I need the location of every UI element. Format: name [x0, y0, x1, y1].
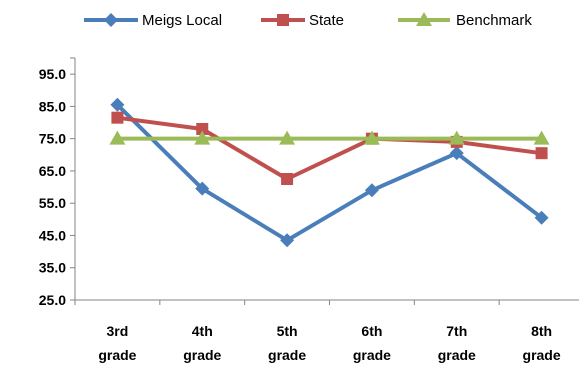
legend-label: Meigs Local: [142, 12, 222, 29]
data-point-diamond: [534, 210, 549, 225]
x-tick-label-line: 6th: [361, 323, 382, 339]
x-tick-label-line: grade: [523, 347, 561, 363]
data-point-triangle: [448, 130, 465, 145]
legend-item-meigs-local: Meigs Local: [84, 12, 222, 29]
data-point-triangle: [533, 130, 550, 145]
x-axis-ticks: 3rd grade 4th grade 5th grade 6th grade 7th grade…: [74, 300, 561, 363]
y-tick-label: 95.0: [39, 66, 66, 82]
data-point-diamond: [280, 233, 295, 248]
y-tick-label: 55.0: [39, 195, 66, 211]
data-point-square: [196, 122, 209, 135]
data-point-triangle: [194, 130, 211, 145]
x-tick-label-line: grade: [268, 347, 306, 363]
series-benchmark: [109, 130, 550, 145]
data-point-diamond: [364, 183, 379, 198]
x-tick-label-line: grade: [353, 347, 391, 363]
data-point-square: [111, 111, 124, 124]
x-tick-label-line: 7th: [446, 323, 467, 339]
legend-label: State: [309, 12, 344, 29]
legend-marker-diamond: [104, 13, 118, 27]
series-meigs-local: [110, 97, 549, 248]
data-point-diamond: [449, 146, 464, 161]
y-tick-label: 75.0: [39, 131, 66, 147]
legend-item-benchmark: Benchmark: [398, 12, 532, 29]
x-tick-label: 5th grade: [268, 323, 306, 363]
data-point-square: [535, 147, 548, 160]
y-tick-label: 65.0: [39, 163, 66, 179]
series-state: [111, 111, 548, 185]
x-tick-label: 8th grade: [523, 323, 561, 363]
series-line: [115, 115, 544, 181]
data-point-triangle: [279, 130, 296, 145]
data-point-diamond: [195, 181, 210, 196]
x-tick-label-line: 5th: [277, 323, 298, 339]
data-point-diamond: [110, 97, 125, 112]
data-point-triangle: [109, 130, 126, 145]
x-tick-label-line: 8th: [531, 323, 552, 339]
chart-axes: [74, 58, 579, 301]
legend-marker-square: [277, 14, 289, 26]
legend-marker-triangle: [416, 12, 432, 26]
x-tick-label-line: 3rd: [107, 323, 129, 339]
x-tick-label-line: 4th: [192, 323, 213, 339]
y-tick-label: 25.0: [39, 292, 66, 308]
x-tick-label-line: grade: [183, 347, 221, 363]
x-tick-label: 4th grade: [183, 323, 221, 363]
y-tick-label: 85.0: [39, 98, 66, 114]
x-tick-label: 7th grade: [438, 323, 476, 363]
legend: Meigs Local State Benchmark: [84, 12, 532, 29]
legend-label: Benchmark: [456, 12, 532, 29]
series-line: [115, 102, 544, 243]
x-tick-label-line: grade: [438, 347, 476, 363]
series-group: [109, 97, 550, 248]
x-tick-label-line: grade: [98, 347, 136, 363]
x-tick-label: 6th grade: [353, 323, 391, 363]
y-tick-label: 35.0: [39, 260, 66, 276]
data-point-square: [281, 173, 294, 185]
y-axis-ticks: 25.0 35.0 45.0 55.0 65.0 75.0 85.0 95.0: [39, 57, 75, 308]
data-point-triangle: [363, 130, 380, 145]
x-tick-label: 3rd grade: [98, 323, 136, 363]
legend-item-state: State: [261, 12, 344, 29]
y-tick-label: 45.0: [39, 227, 66, 243]
